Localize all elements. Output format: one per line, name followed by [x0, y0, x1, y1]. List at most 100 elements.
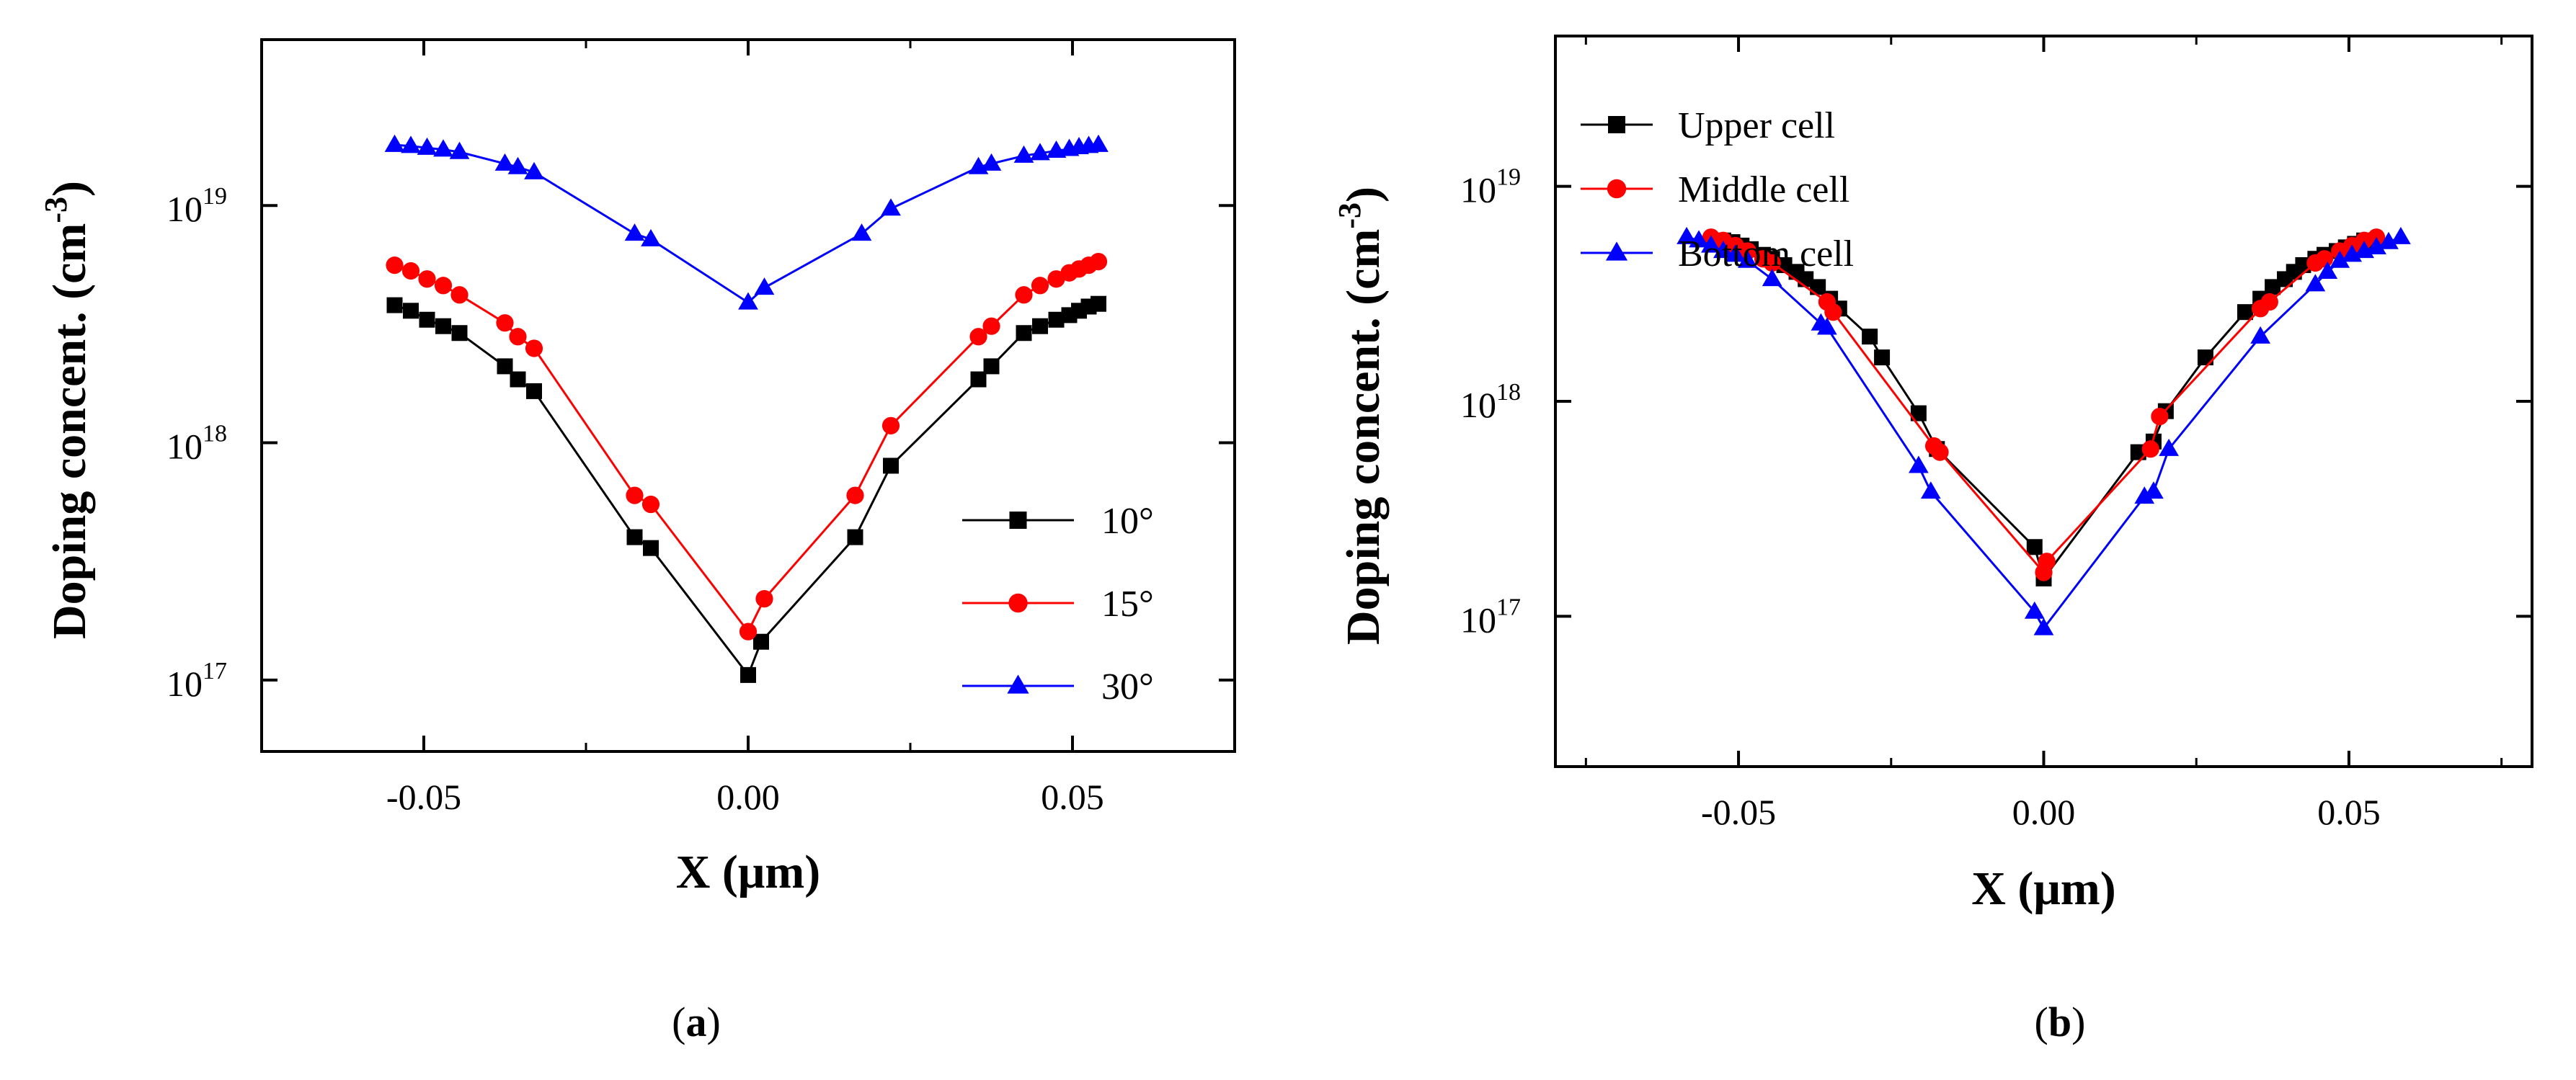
legend-label: 30° [1101, 666, 1154, 708]
data-point [434, 277, 453, 295]
data-point [524, 161, 544, 179]
data-point [1088, 134, 1109, 152]
y-tick-exponent: 19 [203, 183, 227, 210]
data-point [881, 416, 900, 434]
data-point [2141, 440, 2159, 458]
data-point [881, 198, 901, 216]
data-point [851, 223, 872, 241]
data-point [641, 495, 660, 514]
legend-marker [1008, 593, 1028, 613]
y-axis-label-superscript: -3 [38, 197, 74, 223]
panel-label-close: ) [2071, 999, 2085, 1045]
data-point [1713, 241, 1733, 259]
x-tick-label: 0.00 [2012, 792, 2076, 832]
series-1 [386, 295, 1106, 683]
data-point [451, 325, 468, 342]
data-point [626, 486, 644, 504]
data-point [401, 262, 420, 280]
data-point [497, 358, 513, 375]
y-tick-base: 10 [166, 427, 203, 467]
y-tick-exponent: 17 [203, 658, 227, 684]
y-axis-label-superscript: -3 [1332, 202, 1367, 229]
legend-marker [1608, 116, 1625, 133]
data-point [1048, 311, 1065, 328]
data-point [450, 286, 468, 304]
data-point [981, 153, 1002, 171]
x-tick-label: 0.05 [2317, 792, 2381, 832]
data-point [738, 292, 758, 310]
data-point [1015, 286, 1033, 304]
y-axis-label-end: ) [43, 181, 96, 197]
x-tick-label: -0.05 [386, 777, 461, 817]
x-tick-label: 0.00 [716, 777, 780, 817]
data-point [2134, 486, 2155, 504]
legend-marker [1607, 179, 1627, 199]
data-point [739, 622, 758, 641]
x-axis-label: X (μm) [1971, 862, 2116, 915]
data-point [1824, 303, 1842, 321]
data-point [2151, 407, 2169, 426]
y-axis-label: Doping concent. (cm-3) [38, 181, 96, 639]
data-point [1047, 270, 1065, 288]
data-point [1089, 253, 1108, 271]
data-point [386, 256, 404, 275]
panel-label-open: ( [672, 999, 685, 1045]
data-point [2038, 553, 2056, 571]
data-point [526, 383, 542, 399]
data-point [384, 134, 405, 152]
data-point [2026, 539, 2043, 555]
data-point [2317, 262, 2338, 280]
data-point [449, 141, 470, 159]
y-tick-exponent: 18 [1496, 379, 1521, 406]
data-point [2250, 326, 2271, 344]
data-point [1762, 269, 1782, 287]
panel-label-close: ) [707, 999, 721, 1045]
data-point [1016, 325, 1032, 342]
y-tick-exponent: 17 [1496, 594, 1521, 620]
data-point [1874, 349, 1891, 366]
data-point [969, 328, 987, 346]
legend: Upper cell Middle cell Bottom cell [1581, 105, 1854, 275]
data-point [1013, 145, 1034, 163]
data-point [1091, 295, 1106, 312]
y-tick-label: 1018 [1460, 379, 1521, 425]
y-axis-label-end: ) [1337, 187, 1390, 202]
data-point [1737, 250, 1758, 268]
y-tick-base: 10 [1460, 170, 1496, 210]
legend-marker [1007, 674, 1029, 694]
data-point [1910, 405, 1927, 421]
data-point [1031, 277, 1049, 295]
y-tick-base: 10 [166, 664, 203, 704]
y-tick-label: 1017 [1460, 594, 1521, 640]
y-tick-base: 10 [166, 189, 203, 229]
data-point [982, 317, 1000, 335]
data-point [386, 297, 403, 313]
data-point [1862, 329, 1878, 345]
data-point [1816, 317, 1837, 335]
data-point [2305, 274, 2326, 292]
data-point [753, 633, 769, 650]
data-point [847, 529, 863, 545]
y-tick-label: 1019 [1460, 164, 1521, 210]
data-point [740, 666, 756, 683]
legend: 10° 15° 30° [962, 501, 1154, 708]
series-1 [1715, 232, 2373, 586]
data-point [1676, 226, 1697, 244]
data-point [419, 311, 435, 328]
data-point [983, 358, 1000, 375]
panel-label-open: ( [2035, 999, 2048, 1045]
data-point [509, 328, 527, 346]
data-point [641, 228, 661, 246]
y-axis-label: Doping concent. (cm-3) [1332, 187, 1390, 645]
data-point [525, 339, 543, 357]
data-point [2237, 304, 2253, 321]
data-point [1810, 279, 1826, 295]
legend-label: 10° [1101, 501, 1154, 542]
data-point [1909, 455, 1929, 473]
legend-marker [1605, 241, 1628, 261]
data-point [2366, 237, 2386, 255]
y-tick-label: 1017 [166, 658, 227, 704]
data-point [418, 270, 436, 288]
x-axis-label: X (μm) [676, 846, 821, 898]
